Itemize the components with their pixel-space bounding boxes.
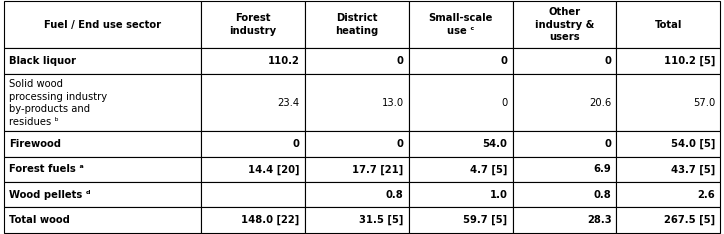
Bar [4,157,201,182]
Bar [4,208,201,233]
Text: Other
industry &
users: Other industry & users [535,7,594,42]
Bar [201,132,305,157]
Text: 0: 0 [292,139,300,149]
Text: District
heating: District heating [335,14,378,36]
Text: 17.7 [21]: 17.7 [21] [353,164,403,175]
Text: Fuel / End use sector: Fuel / End use sector [43,20,161,30]
Bar [201,48,305,73]
Bar [408,132,513,157]
Bar [513,73,616,132]
Text: 0: 0 [397,56,403,66]
Bar [408,182,513,208]
Bar [201,73,305,132]
Text: Firewood: Firewood [9,139,62,149]
Text: 59.7 [5]: 59.7 [5] [463,215,508,225]
Text: 0.8: 0.8 [386,190,403,200]
Text: 57.0: 57.0 [693,98,715,107]
Text: 31.5 [5]: 31.5 [5] [359,215,403,225]
Bar [305,182,408,208]
Text: 110.2 [5]: 110.2 [5] [664,56,715,66]
Text: 0: 0 [501,98,508,107]
Text: Total wood: Total wood [9,215,70,225]
Bar [616,48,720,73]
Bar [4,48,201,73]
Text: 54.0: 54.0 [483,139,508,149]
Bar [513,182,616,208]
Bar [616,208,720,233]
Bar [4,73,201,132]
Bar [513,1,616,48]
Text: 14.4 [20]: 14.4 [20] [248,164,300,175]
Bar [201,157,305,182]
Bar [408,208,513,233]
Text: Wood pellets ᵈ: Wood pellets ᵈ [9,190,91,200]
Bar [4,1,201,48]
Bar [201,182,305,208]
Text: 0.8: 0.8 [594,190,611,200]
Text: Forest fuels ᵃ: Forest fuels ᵃ [9,165,84,175]
Text: Total: Total [654,20,682,30]
Text: 4.7 [5]: 4.7 [5] [470,164,508,175]
Bar [408,48,513,73]
Bar [513,132,616,157]
Bar [616,73,720,132]
Text: 23.4: 23.4 [277,98,300,107]
Text: Solid wood
processing industry
by-products and
residues ᵇ: Solid wood processing industry by-produc… [9,79,108,127]
Text: Black liquor: Black liquor [9,56,77,66]
Bar [305,208,408,233]
Text: 6.9: 6.9 [594,165,611,175]
Text: 0: 0 [500,56,508,66]
Text: 148.0 [22]: 148.0 [22] [241,215,300,225]
Text: 110.2: 110.2 [268,56,300,66]
Bar [408,1,513,48]
Text: 2.6: 2.6 [697,190,715,200]
Bar [201,1,305,48]
Text: 267.5 [5]: 267.5 [5] [664,215,715,225]
Bar [616,182,720,208]
Text: 43.7 [5]: 43.7 [5] [671,164,715,175]
Bar [513,157,616,182]
Bar [513,48,616,73]
Text: Small-scale
use ᶜ: Small-scale use ᶜ [429,14,493,36]
Bar [4,182,201,208]
Bar [616,157,720,182]
Text: 13.0: 13.0 [382,98,403,107]
Bar [408,157,513,182]
Bar [305,132,408,157]
Bar [616,1,720,48]
Text: 20.6: 20.6 [589,98,611,107]
Text: Forest
industry: Forest industry [229,14,277,36]
Text: 54.0 [5]: 54.0 [5] [671,139,715,149]
Text: 28.3: 28.3 [586,215,611,225]
Text: 0: 0 [605,139,611,149]
Bar [305,73,408,132]
Bar [513,208,616,233]
Bar [305,1,408,48]
Bar [408,73,513,132]
Text: 0: 0 [605,56,611,66]
Bar [201,208,305,233]
Bar [305,48,408,73]
Text: 0: 0 [397,139,403,149]
Bar [616,132,720,157]
Bar [4,132,201,157]
Bar [305,157,408,182]
Text: 1.0: 1.0 [489,190,508,200]
